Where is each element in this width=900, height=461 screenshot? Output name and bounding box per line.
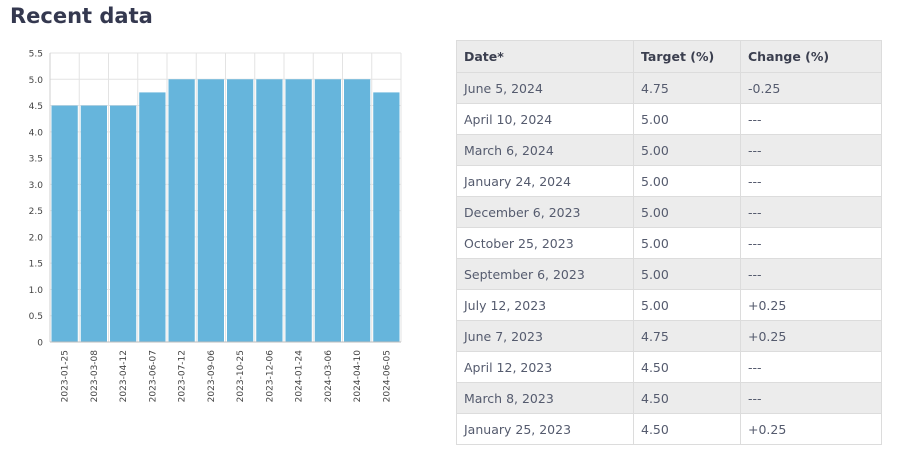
- page-title: Recent data: [10, 4, 153, 28]
- bar: [139, 92, 166, 342]
- cell-date: October 25, 2023: [456, 227, 634, 259]
- y-tick-label: 0: [37, 339, 43, 349]
- cell-target: 5.00: [633, 289, 741, 321]
- table-row: September 6, 2023 5.00 ---: [456, 258, 882, 290]
- table-header-row: Date* Target (%) Change (%): [456, 40, 882, 73]
- table-row: July 12, 2023 5.00 +0.25: [456, 289, 882, 321]
- cell-date: June 5, 2024: [456, 72, 634, 104]
- bar: [110, 105, 137, 342]
- table-row: March 6, 2024 5.00 ---: [456, 134, 882, 166]
- header-target: Target (%): [633, 40, 741, 73]
- y-tick-label: 4.0: [29, 128, 44, 138]
- cell-change: ---: [740, 258, 882, 290]
- cell-date: September 6, 2023: [456, 258, 634, 290]
- x-tick-label: 2024-06-05: [382, 350, 392, 402]
- cell-change: ---: [740, 382, 882, 414]
- bar: [314, 79, 341, 342]
- cell-change: ---: [740, 134, 882, 166]
- cell-change: ---: [740, 227, 882, 259]
- y-tick-label: 0.5: [29, 312, 43, 322]
- y-tick-label: 5.5: [29, 50, 43, 60]
- cell-date: April 10, 2024: [456, 103, 634, 135]
- bar: [227, 79, 254, 342]
- table-row: March 8, 2023 4.50 ---: [456, 382, 882, 414]
- x-tick-label: 2023-04-12: [119, 350, 129, 402]
- header-change: Change (%): [740, 40, 882, 73]
- cell-target: 4.50: [633, 382, 741, 414]
- cell-target: 4.50: [633, 413, 741, 445]
- y-tick-label: 1.5: [29, 260, 43, 270]
- y-tick-label: 2.5: [29, 207, 43, 217]
- cell-date: June 7, 2023: [456, 320, 634, 352]
- cell-change: ---: [740, 196, 882, 228]
- bar: [80, 105, 107, 342]
- bar: [285, 79, 312, 342]
- cell-change: +0.25: [740, 289, 882, 321]
- table-row: June 7, 2023 4.75 +0.25: [456, 320, 882, 352]
- table-row: January 25, 2023 4.50 +0.25: [456, 413, 882, 445]
- cell-target: 4.75: [633, 320, 741, 352]
- y-tick-label: 5.0: [29, 76, 44, 86]
- table-body: June 5, 2024 4.75 -0.25 April 10, 2024 5.00-…: [456, 72, 882, 445]
- x-tick-label: 2023-03-08: [90, 350, 100, 403]
- cell-target: 4.50: [633, 351, 741, 383]
- cell-date: March 6, 2024: [456, 134, 634, 166]
- table-row: April 10, 2024 5.00 ---: [456, 103, 882, 135]
- cell-target: 5.00: [633, 103, 741, 135]
- data-table: Date* Target (%) Change (%) June 5, 2024…: [456, 40, 882, 445]
- cell-target: 5.00: [633, 227, 741, 259]
- x-tick-label: 2023-07-12: [178, 350, 188, 402]
- header-date: Date*: [456, 40, 634, 73]
- y-tick-label: 1.0: [29, 286, 44, 296]
- cell-date: March 8, 2023: [456, 382, 634, 414]
- bar: [197, 79, 224, 342]
- bar: [256, 79, 283, 342]
- y-tick-label: 2.0: [29, 233, 44, 243]
- x-tick-label: 2024-01-24: [295, 350, 305, 403]
- cell-change: ---: [740, 103, 882, 135]
- bar: [51, 105, 78, 342]
- cell-date: January 25, 2023: [456, 413, 634, 445]
- bar: [373, 92, 400, 342]
- y-tick-label: 4.5: [29, 102, 43, 112]
- table-row: October 25, 2023 5.00 ---: [456, 227, 882, 259]
- bar-chart: 0 0.5 1.0 1.5 2.0 2.5 3.0 3.5 4.0 4.5 5.0 5.5 2023-0…: [29, 50, 402, 403]
- cell-date: July 12, 2023: [456, 289, 634, 321]
- x-tick-label: 2023-06-07: [148, 350, 158, 402]
- x-tick-label: 2023-12-06: [265, 350, 275, 403]
- cell-target: 5.00: [633, 134, 741, 166]
- cell-target: 5.00: [633, 258, 741, 290]
- cell-change: -0.25: [740, 72, 882, 104]
- cell-target: 5.00: [633, 196, 741, 228]
- table-row: April 12, 2023 4.50 ---: [456, 351, 882, 383]
- table-row: December 6, 2023 5.00 ---: [456, 196, 882, 228]
- table-row: January 24, 2024 5.00 ---: [456, 165, 882, 197]
- cell-change: +0.25: [740, 413, 882, 445]
- y-tick-label: 3.5: [29, 155, 43, 165]
- x-tick-label: 2023-01-25: [61, 350, 71, 402]
- cell-target: 5.00: [633, 165, 741, 197]
- x-tick-label: 2024-03-06: [324, 350, 334, 403]
- table-row: June 5, 2024 4.75 -0.25: [456, 72, 882, 104]
- bar: [344, 79, 371, 342]
- cell-target: 4.75: [633, 72, 741, 104]
- x-tick-label: 2023-09-06: [207, 350, 217, 403]
- x-tick-label: 2024-04-10: [353, 350, 363, 403]
- y-tick-label: 3.0: [29, 181, 44, 191]
- cell-change: ---: [740, 165, 882, 197]
- cell-change: +0.25: [740, 320, 882, 352]
- cell-date: January 24, 2024: [456, 165, 634, 197]
- cell-change: ---: [740, 351, 882, 383]
- cell-date: December 6, 2023: [456, 196, 634, 228]
- bar: [168, 79, 195, 342]
- cell-date: April 12, 2023: [456, 351, 634, 383]
- x-tick-label: 2023-10-25: [236, 350, 246, 402]
